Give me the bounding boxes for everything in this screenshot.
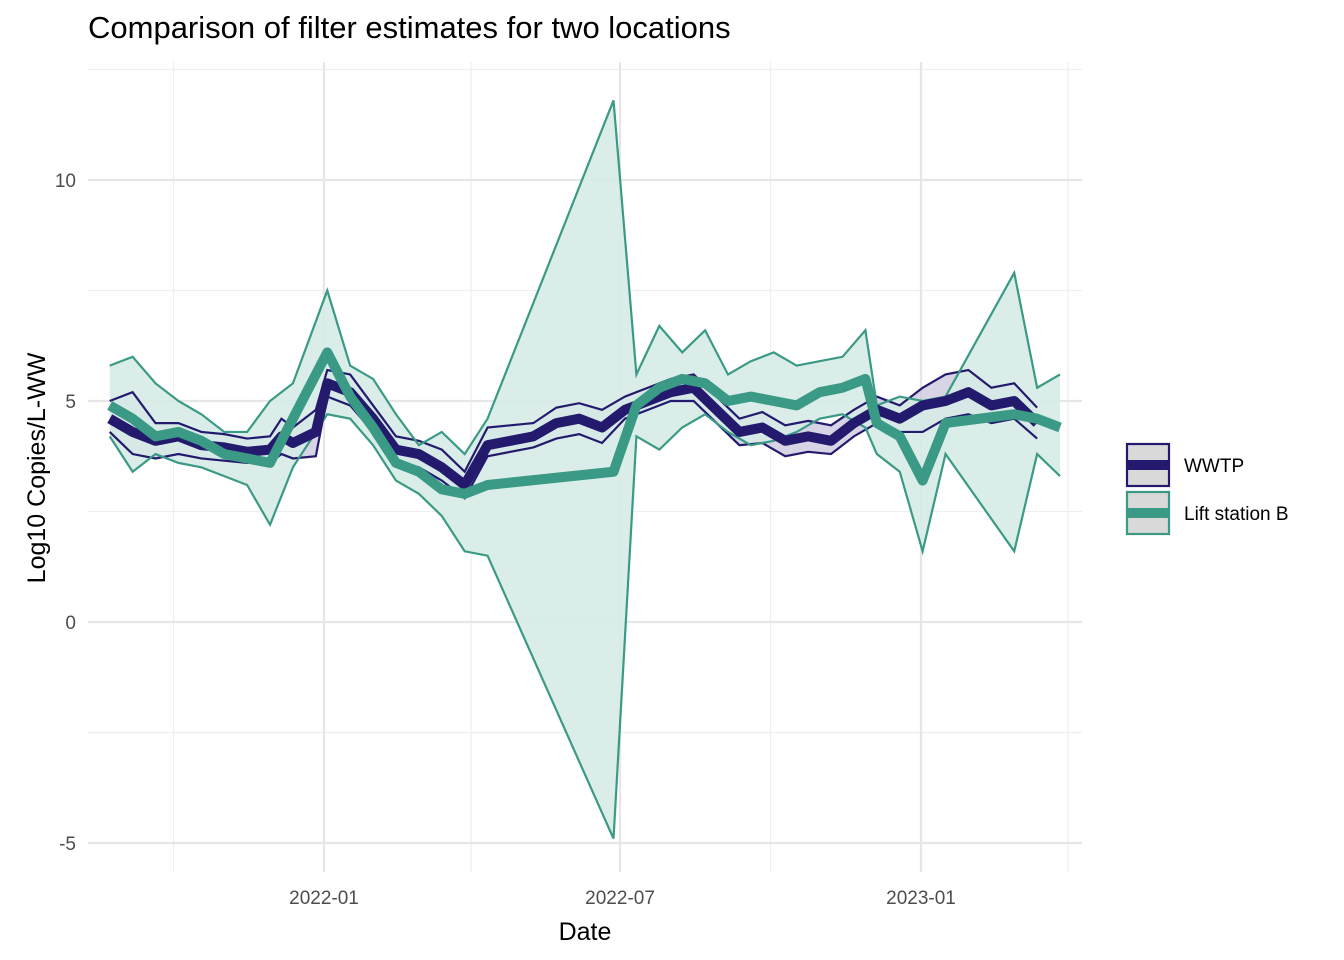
- x-tick-label: 2022-07: [585, 888, 655, 909]
- legend-line-lift-station-b: [1127, 508, 1169, 518]
- upper-line-wwtp: [109, 368, 1038, 474]
- band-lift-station-b: [109, 100, 1061, 839]
- x-tick-label: 2023-01: [886, 888, 956, 909]
- x-tick-labels: 2022-01 2022-07 2023-01: [289, 888, 956, 909]
- y-axis-title: Log10 Copies/L-WW: [23, 352, 51, 583]
- y-tick-label: 5: [65, 392, 76, 413]
- lower-line-lift-station-b: [108, 412, 1061, 840]
- y-tick-label: 10: [55, 171, 76, 192]
- lines: [107, 100, 1062, 840]
- x-axis-title: Date: [559, 918, 612, 946]
- legend-label-lift-station-b: Lift station B: [1184, 504, 1289, 525]
- x-tick-label: 2022-01: [289, 888, 359, 909]
- legend-label-wwtp: WWTP: [1184, 456, 1244, 477]
- y-tick-label: 0: [65, 613, 76, 634]
- y-tick-labels: -5 0 5 10: [55, 171, 76, 855]
- chart-title: Comparison of filter estimates for two l…: [88, 10, 731, 45]
- upper-line-lift-station-b: [109, 100, 1061, 456]
- mean-line-lift-station-b: [107, 347, 1062, 499]
- y-tick-label: -5: [59, 834, 76, 855]
- legend-line-wwtp: [1127, 460, 1169, 470]
- legend: WWTP Lift station B: [1125, 442, 1289, 536]
